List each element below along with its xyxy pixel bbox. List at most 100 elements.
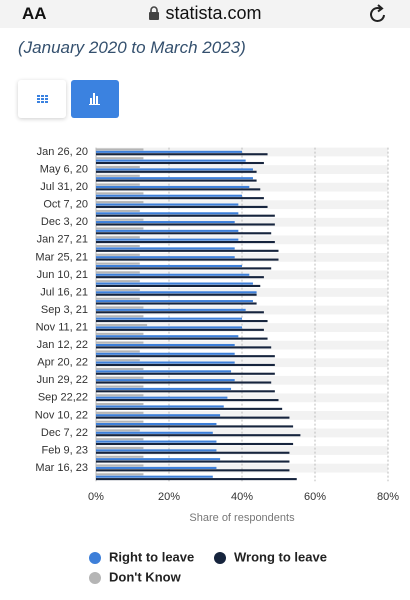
y-tick-label: Nov 11, 21 xyxy=(36,322,88,334)
bar xyxy=(96,153,268,156)
bar xyxy=(96,183,140,186)
bar xyxy=(96,372,275,375)
bar xyxy=(96,352,235,355)
bar xyxy=(96,326,242,329)
bar xyxy=(96,276,264,279)
url[interactable]: statista.com xyxy=(0,3,410,24)
bar xyxy=(96,223,275,226)
text-size-button[interactable]: AA xyxy=(22,4,47,23)
bar xyxy=(96,159,246,162)
bar xyxy=(96,244,140,248)
bar xyxy=(96,464,144,467)
bar xyxy=(96,469,290,472)
bar xyxy=(96,308,246,311)
bar xyxy=(96,221,235,224)
legend-swatch xyxy=(89,552,101,564)
y-tick-label: Sep 22,22 xyxy=(38,392,88,404)
bar xyxy=(96,466,217,469)
y-tick-label: Nov 10, 22 xyxy=(35,409,88,421)
bar xyxy=(96,201,144,204)
bar xyxy=(96,407,283,410)
bar xyxy=(96,343,235,347)
bar xyxy=(96,311,264,314)
bar xyxy=(96,317,242,320)
bar xyxy=(96,256,235,259)
y-tick-label: Feb 9, 23 xyxy=(42,444,88,456)
bar xyxy=(96,440,217,443)
y-tick-label: May 6, 20 xyxy=(40,163,88,175)
bar xyxy=(96,449,217,452)
bar xyxy=(96,361,235,364)
x-tick-label: 40% xyxy=(231,491,253,503)
y-tick-label: Jan 26, 20 xyxy=(37,146,88,158)
bar xyxy=(96,280,140,283)
bar xyxy=(96,291,257,294)
bar xyxy=(96,209,140,212)
bar xyxy=(96,179,257,182)
bar xyxy=(96,438,144,441)
bar xyxy=(96,302,257,305)
legend-label: Right to leave xyxy=(109,549,194,564)
y-tick-label: Jan 27, 21 xyxy=(37,234,88,246)
y-tick-label: Dec 7, 22 xyxy=(41,427,88,439)
legend-swatch xyxy=(214,552,226,564)
bar xyxy=(96,174,140,177)
bar xyxy=(96,197,264,200)
bar xyxy=(96,446,144,450)
reload-button[interactable] xyxy=(368,3,388,25)
bar xyxy=(96,387,232,390)
bar xyxy=(96,170,257,173)
bar xyxy=(96,264,242,268)
bar xyxy=(96,460,290,463)
y-tick-label: Sep 3, 21 xyxy=(41,304,88,316)
bar xyxy=(96,370,232,373)
bar xyxy=(96,315,144,318)
bar xyxy=(96,335,239,338)
bar xyxy=(96,376,144,379)
bar xyxy=(96,320,268,323)
bar xyxy=(96,253,140,256)
bar xyxy=(96,363,275,367)
y-tick-label: Jul 31, 20 xyxy=(40,181,88,193)
bar xyxy=(96,473,144,476)
bar xyxy=(96,324,148,327)
bar xyxy=(96,262,140,265)
table-view-button[interactable] xyxy=(18,80,66,118)
bar xyxy=(96,422,217,426)
bar xyxy=(96,455,144,458)
bar xyxy=(96,411,144,414)
bar xyxy=(96,381,272,384)
legend-label: Wrong to leave xyxy=(234,549,327,564)
bar xyxy=(96,420,144,423)
bar xyxy=(96,258,279,261)
chart-view-button[interactable] xyxy=(71,80,119,118)
bar xyxy=(96,238,239,241)
bar xyxy=(96,337,268,340)
bar xyxy=(96,249,279,252)
bar xyxy=(96,300,253,303)
bar xyxy=(96,203,239,206)
bar xyxy=(96,367,144,370)
row-stripe xyxy=(96,393,388,403)
bar xyxy=(96,267,272,270)
bar xyxy=(96,442,294,446)
bar xyxy=(96,346,272,349)
browser-bar: AA statista.com xyxy=(0,0,410,28)
bar xyxy=(96,214,275,217)
bar xyxy=(96,165,140,169)
bar xyxy=(96,247,235,250)
bar xyxy=(96,394,144,397)
bar xyxy=(96,288,140,291)
bar xyxy=(96,227,144,230)
bar xyxy=(96,475,213,478)
y-tick-label: Mar 25, 21 xyxy=(35,251,88,263)
y-tick-label: Jan 12, 22 xyxy=(37,339,88,351)
y-tick-label: Apr 20, 22 xyxy=(37,357,88,369)
bar xyxy=(96,350,140,353)
bar xyxy=(96,157,144,160)
bar xyxy=(96,379,235,382)
bar xyxy=(96,161,264,165)
x-axis-label: Share of respondents xyxy=(189,512,295,524)
url-text: statista.com xyxy=(165,3,262,23)
